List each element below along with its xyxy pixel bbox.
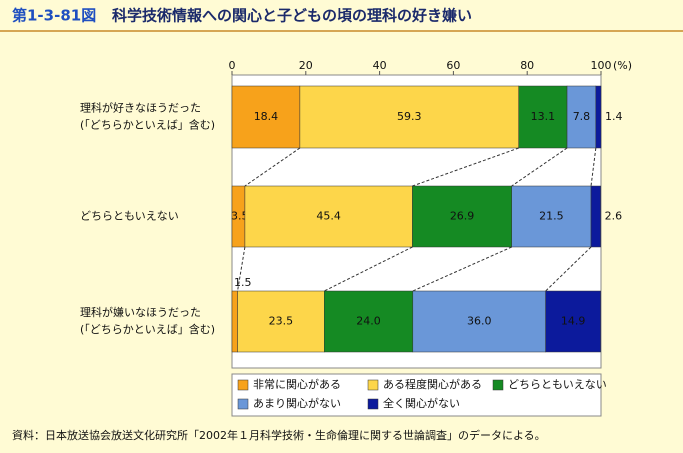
bar-segment [324,290,414,353]
x-tick-label: 40 [373,59,387,72]
bar-segment [511,185,592,248]
value-label: 2.6 [605,210,623,223]
figure-number: 第1-3-81図 [12,7,96,25]
x-tick-label: 100 [591,59,612,72]
value-label: 18.4 [254,110,279,123]
category-label: (「どちらかといえば」含む) [80,118,215,132]
bar-segment [231,290,238,353]
legend-label: どちらともいえない [508,378,607,391]
value-label: 59.3 [397,110,422,123]
bar-segment [231,85,301,149]
category-label: (「どちらかといえば」含む) [80,322,215,336]
value-label: 14.9 [561,315,586,328]
bar-segment [545,290,601,353]
legend [231,373,602,417]
legend-label: ある程度関心がある [383,377,482,391]
legend-swatch [237,379,249,391]
connector-line [324,246,413,292]
bar-segment [518,85,568,149]
bar-segment [412,290,546,353]
value-label: 36.0 [467,315,492,328]
value-label: 21.5 [539,210,564,223]
value-label: 26.9 [450,210,475,223]
category-label: どちらともいえない [80,210,179,223]
bar-segment [412,185,512,248]
legend-swatch [492,379,504,391]
value-label: 13.1 [531,110,556,123]
value-label: 1.5 [234,276,252,289]
x-tick-label: 0 [229,59,236,72]
x-unit: (%) [613,59,632,72]
chart-title: 科学技術情報への関心と子どもの頃の理科の好き嫌い [112,7,472,25]
bar-segment [299,85,519,149]
connector-line [412,246,512,292]
bar-segment [244,185,413,248]
connector-line [412,147,519,187]
value-label: 23.5 [269,315,294,328]
x-tick-label: 60 [446,59,460,72]
legend-label: あまり関心がない [253,396,341,410]
connector-line [244,147,301,187]
value-label: 7.8 [573,110,591,123]
value-label: 3.5 [231,210,249,223]
x-tick-label: 20 [299,59,313,72]
legend-swatch [237,398,249,410]
legend-swatch [367,379,379,391]
source-note: 資料：日本放送協会放送文化研究所「2002年１月科学技術・生命倫理に関する世論調… [12,428,546,442]
bar-segment [590,185,601,248]
connector-line [237,246,246,292]
category-label: 理科が好きなほうだった [80,101,201,115]
bar-segment [595,85,602,149]
category-label: 理科が嫌いなほうだった [80,305,201,319]
connector-line [545,246,592,292]
connector-line [590,147,597,187]
value-label: 1.4 [605,110,623,123]
bar-segment [237,290,325,353]
value-label: 24.0 [356,315,381,328]
x-tick-label: 80 [520,59,534,72]
bar-segment [566,85,597,149]
legend-swatch [367,398,379,410]
connector-line [511,147,568,187]
value-label: 45.4 [316,210,341,223]
legend-label: 非常に関心がある [253,377,341,391]
legend-label: 全く関心がない [383,396,460,410]
